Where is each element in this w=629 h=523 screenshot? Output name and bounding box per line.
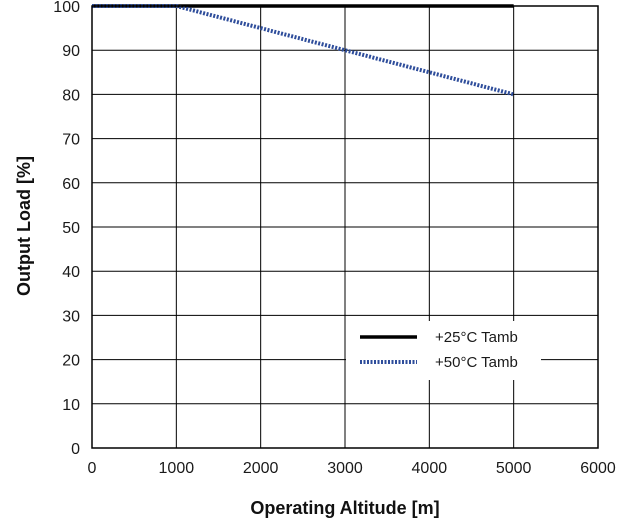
legend: +25°C Tamb +50°C Tamb [346, 321, 541, 380]
y-tick-label: 100 [53, 0, 80, 16]
plot-border [91, 5, 599, 449]
y-tick-label: 40 [62, 264, 80, 281]
legend-label-2: +50°C Tamb [435, 354, 518, 371]
y-tick-label: 10 [62, 397, 80, 414]
y-tick-label: 50 [62, 220, 80, 237]
x-axis-title: Operating Altitude [m] [250, 498, 439, 518]
x-tick-label: 0 [88, 460, 97, 477]
legend-box [346, 321, 541, 380]
legend-label-1: +25°C Tamb [435, 329, 518, 346]
y-tick-label: 90 [62, 43, 80, 60]
y-tick-label: 60 [62, 176, 80, 193]
y-tick-label: 30 [62, 308, 80, 325]
x-tick-label: 4000 [412, 460, 448, 477]
x-tick-label: 1000 [159, 460, 195, 477]
y-tick-label: 0 [71, 441, 80, 458]
y-tick-label: 80 [62, 87, 80, 104]
y-tick-label: 20 [62, 353, 80, 370]
x-tick-label: 2000 [243, 460, 279, 477]
tick-labels: 0 1000 2000 3000 4000 5000 6000 0 10 20 30 40 50 60 70… [53, 0, 616, 477]
plot-frame [91, 5, 599, 449]
x-tick-label: 6000 [580, 460, 616, 477]
y-tick-label: 70 [62, 132, 80, 149]
grid [92, 6, 598, 448]
x-tick-label: 3000 [327, 460, 363, 477]
x-tick-label: 5000 [496, 460, 532, 477]
y-axis-title: Output Load [%] [14, 156, 34, 296]
